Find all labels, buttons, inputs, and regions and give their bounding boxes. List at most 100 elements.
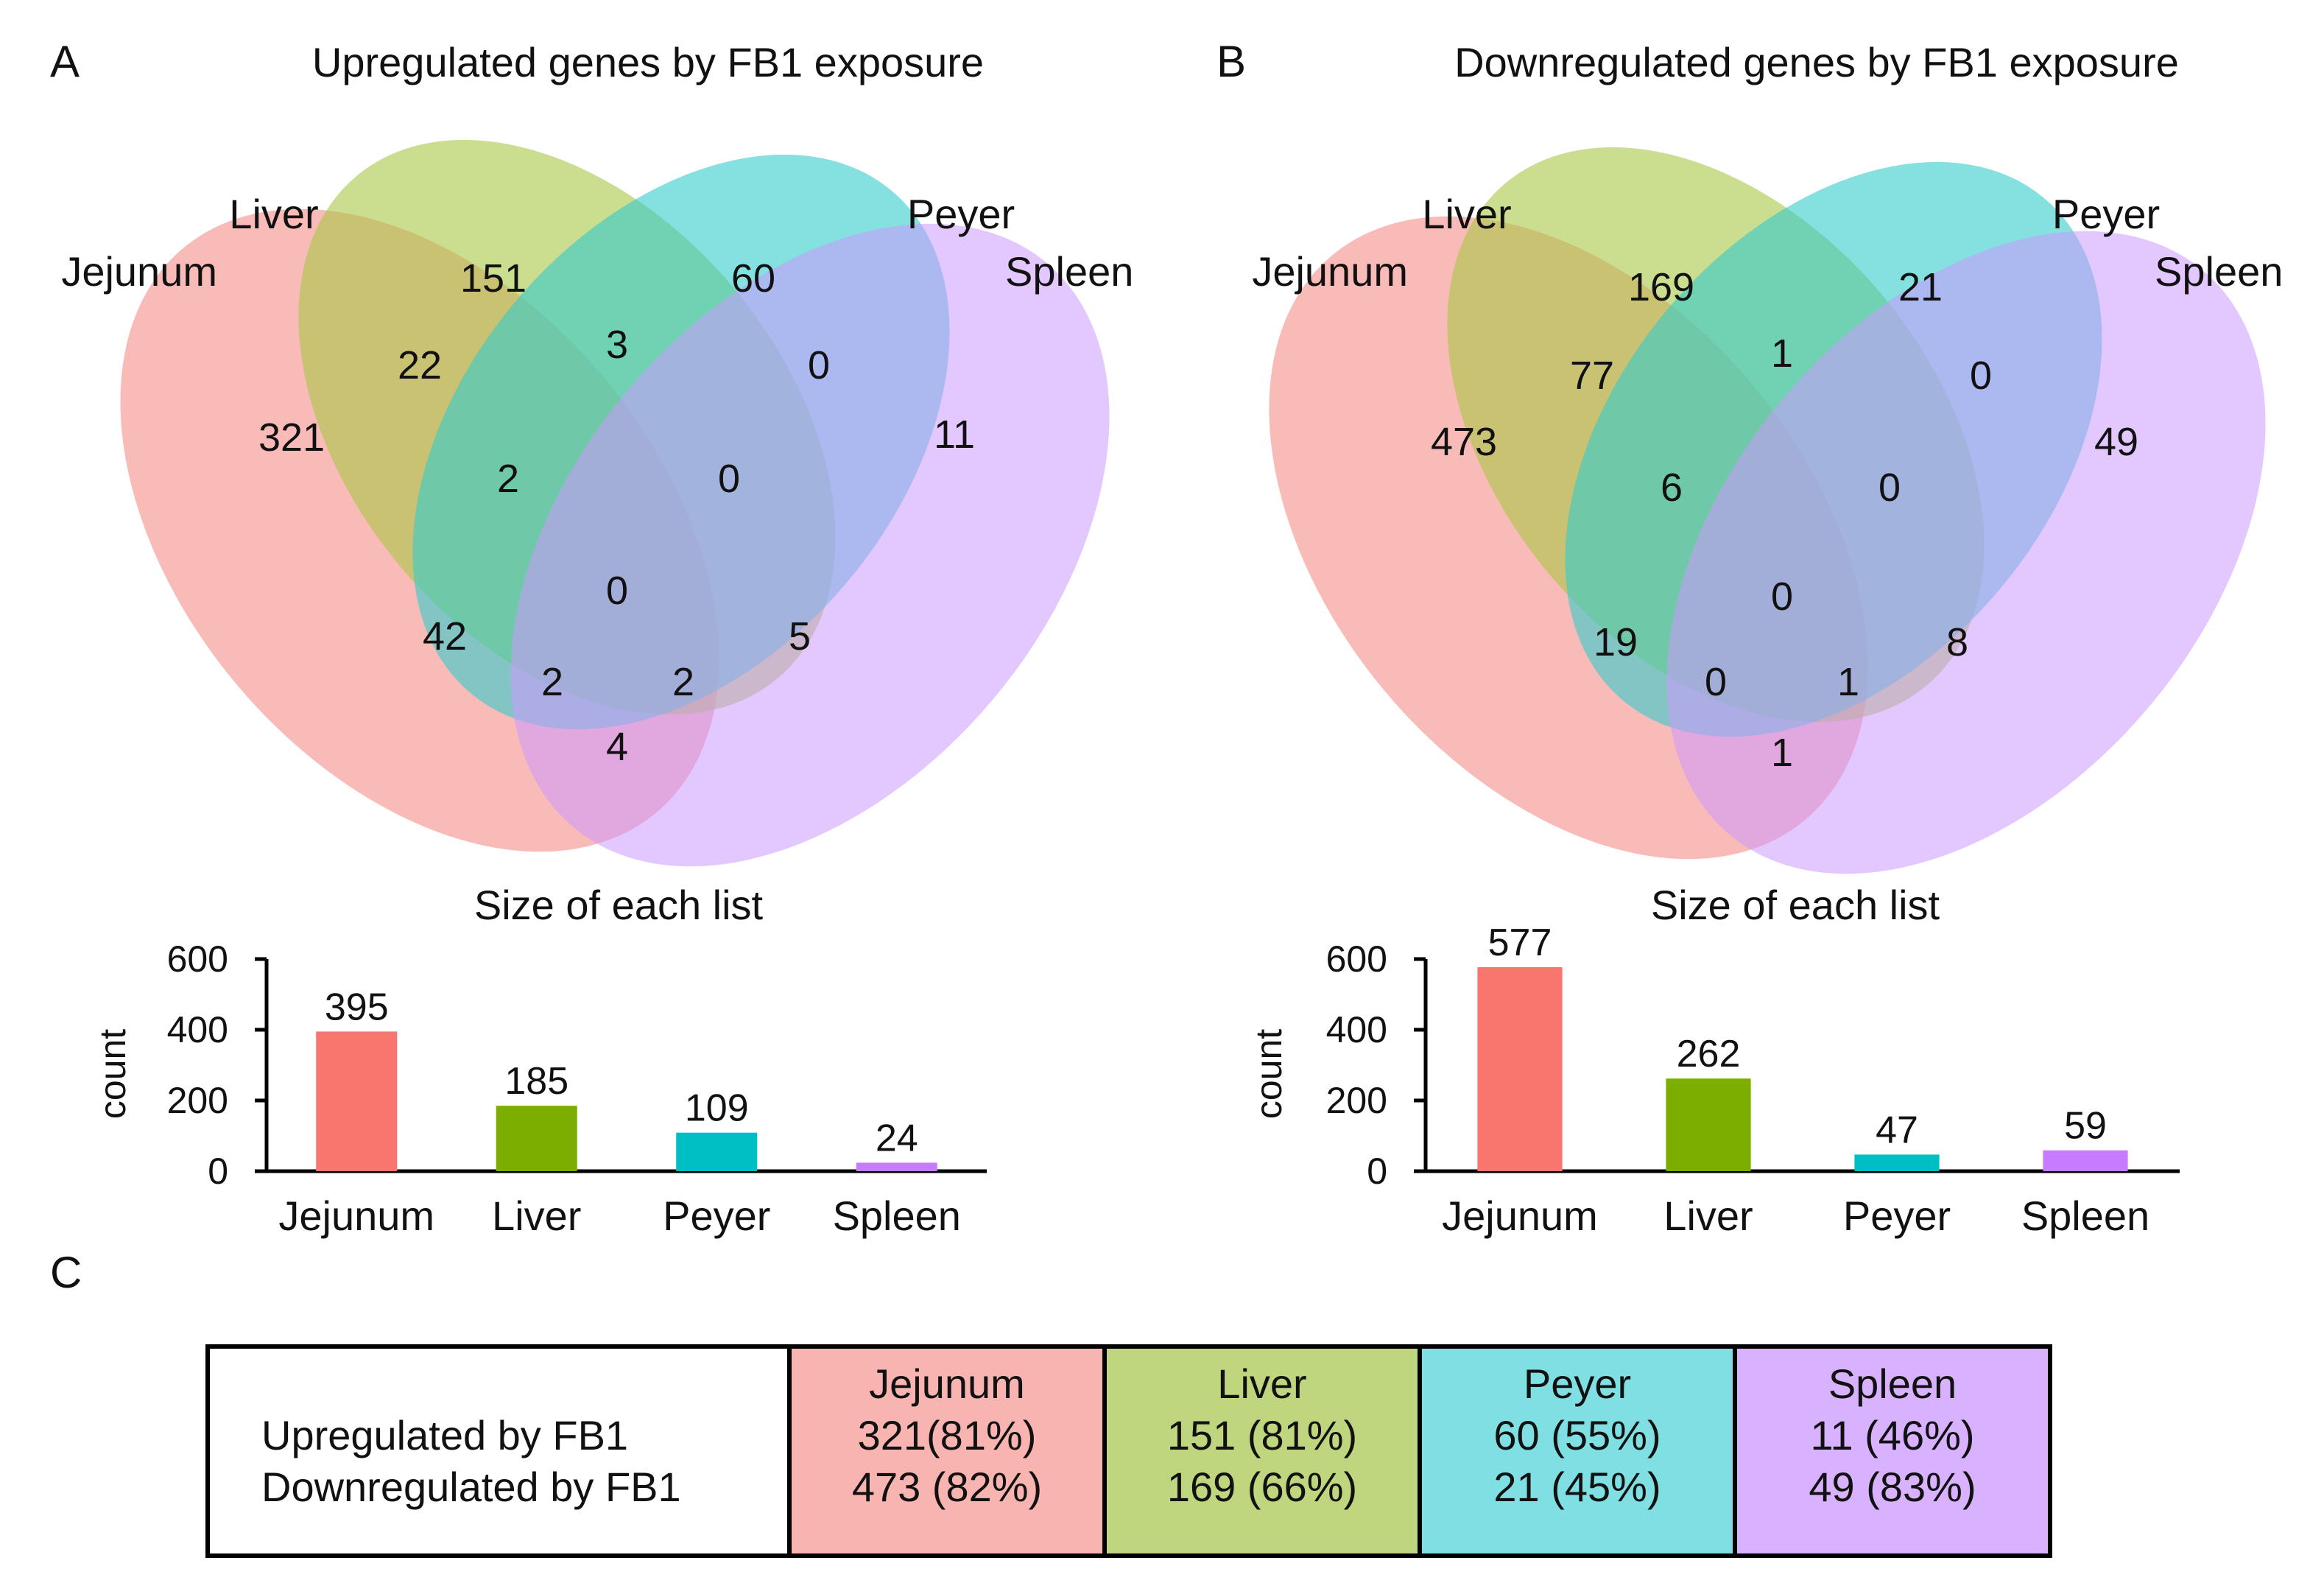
panel-b-title: Downregulated genes by FB1 exposure xyxy=(1454,39,2179,85)
bar-b-bar-value-liver: 262 xyxy=(1677,1033,1741,1075)
table-cell-peyer xyxy=(1418,1344,1737,1558)
bar-a-ytick-label-0: 0 xyxy=(208,1151,228,1192)
table-cell-jejunum xyxy=(787,1344,1107,1558)
bar-a-category-peyer: Peyer xyxy=(663,1193,770,1239)
bar-a-ytick-label-600: 600 xyxy=(167,938,228,980)
venn-a-region-ps: 0 xyxy=(808,343,830,387)
venn-a-region-s: 11 xyxy=(934,412,975,457)
bar-b-bar-value-spleen: 59 xyxy=(2064,1105,2107,1148)
venn-b-region-l: 169 xyxy=(1628,265,1694,309)
table-cell-spleen xyxy=(1733,1344,2052,1558)
table-header-spleen: Spleen xyxy=(1828,1360,1957,1407)
bar-a-bar-jejunum xyxy=(316,1031,398,1171)
venn-a-region-j: 321 xyxy=(258,415,325,460)
venn-b-region-ls: 8 xyxy=(1946,620,1968,664)
bar-b-category-spleen: Spleen xyxy=(2021,1193,2149,1239)
panel-a-title: Upregulated genes by FB1 exposure xyxy=(312,39,984,85)
table-row-label-up: Upregulated by FB1 xyxy=(261,1412,628,1458)
venn-a-region-p: 60 xyxy=(731,256,775,301)
bar-a-ytick-label-400: 400 xyxy=(167,1009,228,1050)
table-row-label-down: Downregulated by FB1 xyxy=(261,1464,681,1510)
bar-a-bar-value-liver: 185 xyxy=(504,1060,568,1103)
bar-chart-downregulated: 0 200 400 600 577 Jejunum 262 Liver 47 Peyer 59 Spl… xyxy=(1326,921,2180,1239)
bar-b-title: Size of each list xyxy=(1651,882,1940,928)
bar-a-category-liver: Liver xyxy=(492,1193,581,1239)
bar-b-category-liver: Liver xyxy=(1663,1193,1753,1239)
bar-chart-upregulated: 0 200 400 600 395 Jejunum 185 Liver 109 Peyer 24 Sp… xyxy=(167,938,987,1239)
venn-b-label-liver: Liver xyxy=(1422,191,1511,237)
venn-b-label-peyer: Peyer xyxy=(2052,191,2160,237)
venn-a-region-ls: 5 xyxy=(789,614,811,659)
bar-a-bar-value-jejunum: 395 xyxy=(325,986,389,1028)
venn-b-region-jlps: 0 xyxy=(1771,575,1793,619)
bar-a-category-jejunum: Jejunum xyxy=(278,1193,434,1239)
bar-a-bar-value-spleen: 24 xyxy=(876,1117,918,1159)
bar-a-ytick-label-200: 200 xyxy=(167,1080,228,1121)
panel-a-letter: A xyxy=(50,37,80,86)
summary-table: Upregulated by FB1 Downregulated by FB1 … xyxy=(205,1344,2052,1558)
venn-b-region-p: 21 xyxy=(1898,265,1943,309)
venn-b-label-jejunum: Jejunum xyxy=(1252,248,1408,295)
bar-b-category-peyer: Peyer xyxy=(1843,1193,1951,1239)
venn-a-label-spleen: Spleen xyxy=(1005,248,1133,295)
bar-b-ytick-label-600: 600 xyxy=(1326,938,1387,980)
venn-a-region-l: 151 xyxy=(460,256,527,301)
venn-b-region-jlp: 6 xyxy=(1661,466,1683,510)
table-header-liver: Liver xyxy=(1217,1360,1306,1407)
venn-b-region-js: 1 xyxy=(1771,731,1793,775)
venn-a-region-jls: 2 xyxy=(672,660,694,704)
bar-a-bar-spleen xyxy=(856,1162,937,1171)
venn-b-label-spleen: Spleen xyxy=(2155,248,2283,295)
venn-a-region-jlp: 2 xyxy=(497,457,519,501)
venn-upregulated: Jejunum Liver Peyer Spleen 321 151 60 11… xyxy=(61,139,1133,867)
table-value-liver-down: 169 (66%) xyxy=(1167,1464,1357,1510)
table-value-jejunum-down: 473 (82%) xyxy=(852,1464,1042,1510)
venn-a-region-jps: 2 xyxy=(541,660,563,704)
bar-b-bar-spleen xyxy=(2043,1150,2128,1171)
venn-a-region-jlps: 0 xyxy=(606,569,628,613)
bar-b-bar-value-jejunum: 577 xyxy=(1488,921,1552,964)
venn-a-region-js: 4 xyxy=(606,725,628,769)
panel-b-letter: B xyxy=(1216,37,1246,86)
table-value-spleen-up: 11 (46%) xyxy=(1810,1412,1974,1458)
venn-b-region-lps: 0 xyxy=(1878,466,1901,510)
table-value-peyer-down: 21 (45%) xyxy=(1493,1464,1661,1510)
venn-a-label-jejunum: Jejunum xyxy=(61,248,217,295)
venn-b-region-jls: 1 xyxy=(1837,660,1859,704)
venn-b-region-lp: 1 xyxy=(1771,331,1793,376)
venn-a-region-lp: 3 xyxy=(606,323,628,367)
bar-a-category-spleen: Spleen xyxy=(833,1193,961,1239)
venn-b-region-jps: 0 xyxy=(1705,660,1727,704)
panel-c-letter: C xyxy=(50,1248,82,1297)
table-value-liver-up: 151 (81%) xyxy=(1167,1412,1357,1458)
venn-b-region-jl: 77 xyxy=(1570,354,1614,398)
venn-a-region-jp: 42 xyxy=(423,614,467,659)
venn-a-label-liver: Liver xyxy=(229,191,318,237)
venn-b-region-j: 473 xyxy=(1431,420,1497,464)
bar-a-title: Size of each list xyxy=(474,882,764,928)
venn-b-region-s: 49 xyxy=(2094,420,2138,464)
venn-a-spleen-ellipse xyxy=(510,223,1110,867)
venn-b-spleen-ellipse xyxy=(1666,231,2266,874)
table-header-peyer: Peyer xyxy=(1524,1360,1631,1407)
venn-a-region-jl: 22 xyxy=(398,343,442,387)
table-header-jejunum: Jejunum xyxy=(869,1360,1025,1407)
bar-a-ylabel: count xyxy=(92,1029,133,1119)
bar-a-bar-liver xyxy=(496,1106,577,1171)
bar-b-ytick-label-0: 0 xyxy=(1367,1151,1387,1192)
venn-b-region-ps: 0 xyxy=(1970,354,1992,398)
bar-b-bar-peyer xyxy=(1854,1154,1940,1171)
bar-b-bar-liver xyxy=(1666,1078,1751,1171)
table-value-spleen-down: 49 (83%) xyxy=(1809,1464,1976,1510)
bar-b-category-jejunum: Jejunum xyxy=(1442,1193,1598,1239)
bar-b-ytick-label-200: 200 xyxy=(1326,1080,1387,1121)
bar-b-ytick-label-400: 400 xyxy=(1326,1009,1387,1050)
table-value-jejunum-up: 321(81%) xyxy=(858,1412,1037,1458)
venn-b-region-jp: 19 xyxy=(1594,620,1638,664)
venn-a-label-peyer: Peyer xyxy=(907,191,1015,237)
table-value-peyer-up: 60 (55%) xyxy=(1493,1412,1661,1458)
venn-downregulated: Jejunum Liver Peyer Spleen 473 169 21 49… xyxy=(1252,147,2283,874)
bar-b-bar-value-peyer: 47 xyxy=(1876,1109,1918,1151)
table-cell-liver xyxy=(1102,1344,1422,1558)
